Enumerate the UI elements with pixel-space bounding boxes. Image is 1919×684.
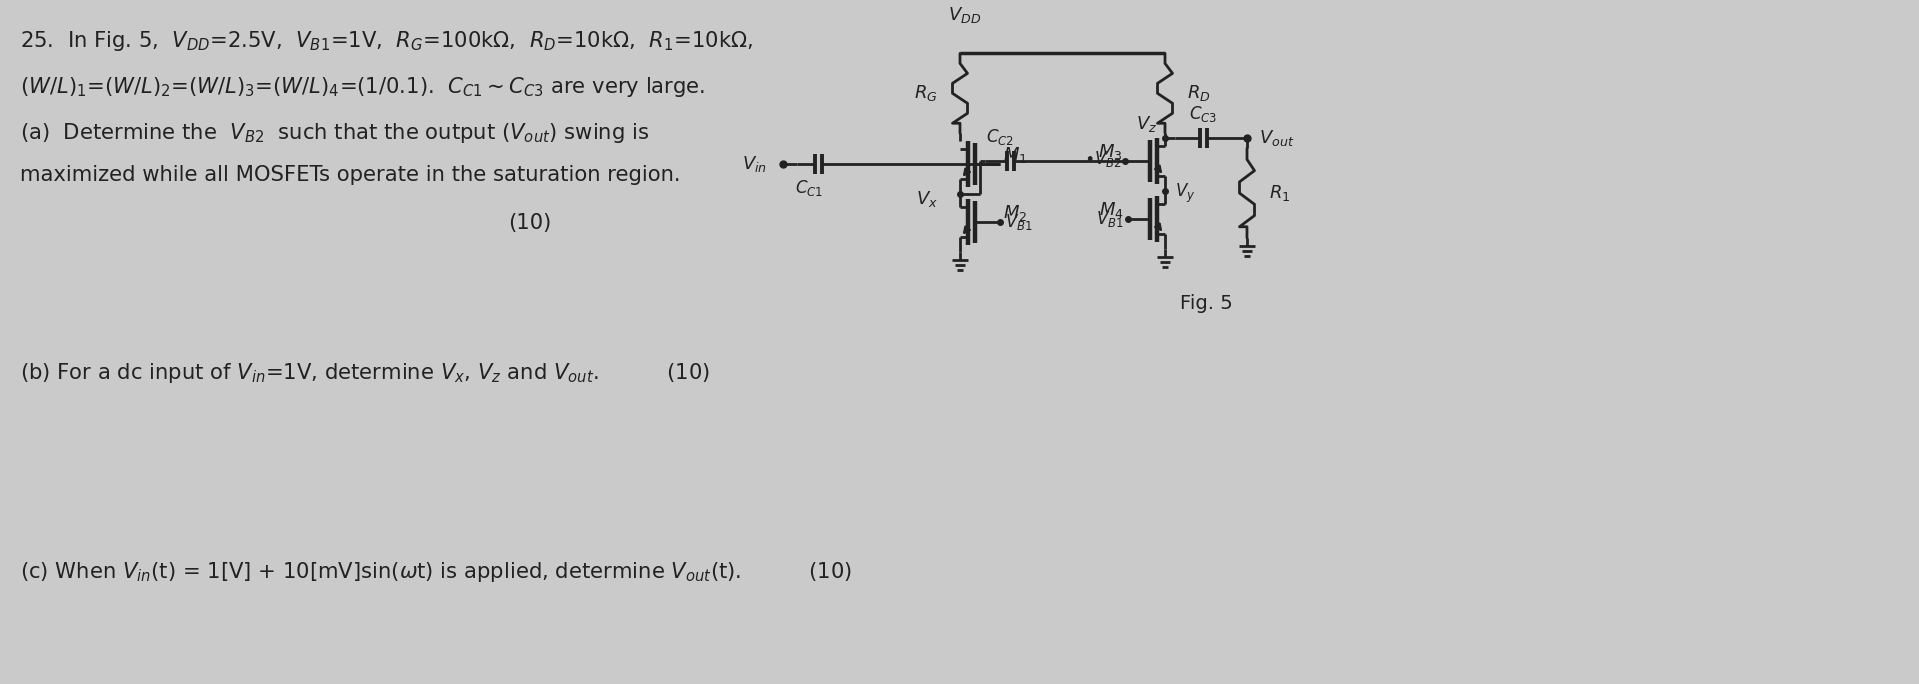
- Text: $R_1$: $R_1$: [1268, 183, 1290, 203]
- Text: (b) For a dc input of $V_{in}$=1V, determine $V_x$, $V_z$ and $V_{out}$.        : (b) For a dc input of $V_{in}$=1V, deter…: [19, 360, 710, 384]
- Text: $V_x$: $V_x$: [915, 189, 938, 209]
- Text: $M_2$: $M_2$: [1004, 203, 1027, 223]
- Text: maximized while all MOSFETs operate in the saturation region.: maximized while all MOSFETs operate in t…: [19, 165, 681, 185]
- Text: $V_z$: $V_z$: [1136, 114, 1157, 134]
- Text: $(W/L)_1$=$(W/L)_2$=$(W/L)_3$=$(W/L)_4$=(1/0.1).  $C_{C1}$$\sim$$C_{C3}$ are ver: $(W/L)_1$=$(W/L)_2$=$(W/L)_3$=$(W/L)_4$=…: [19, 75, 706, 99]
- Text: (10): (10): [509, 213, 551, 233]
- Text: $\bullet V_{B2}$: $\bullet V_{B2}$: [1084, 149, 1123, 169]
- Text: $M_4$: $M_4$: [1100, 200, 1125, 220]
- Text: (c) When $V_{in}$(t) = 1[V] + 10[mV]sin($\omega$t) is applied, determine $V_{out: (c) When $V_{in}$(t) = 1[V] + 10[mV]sin(…: [19, 560, 852, 584]
- Text: $R_D$: $R_D$: [1188, 83, 1211, 103]
- Text: $V_{B1}$: $V_{B1}$: [1006, 212, 1032, 232]
- Text: $V_{DD}$: $V_{DD}$: [948, 5, 983, 25]
- Text: $C_{C2}$: $C_{C2}$: [986, 127, 1013, 147]
- Text: Fig. 5: Fig. 5: [1180, 294, 1232, 313]
- Text: 25.  In Fig. 5,  $V_{DD}$=2.5V,  $V_{B1}$=1V,  $R_G$=100k$\Omega$,  $R_D$=10k$\O: 25. In Fig. 5, $V_{DD}$=2.5V, $V_{B1}$=1…: [19, 29, 752, 53]
- Text: $C_{C3}$: $C_{C3}$: [1190, 104, 1219, 124]
- Text: (a)  Determine the  $V_{B2}$  such that the output ($V_{out}$) swing is: (a) Determine the $V_{B2}$ such that the…: [19, 121, 649, 145]
- Text: $M_3$: $M_3$: [1098, 142, 1123, 162]
- Text: $M_1$: $M_1$: [1004, 145, 1027, 166]
- Text: $R_G$: $R_G$: [913, 83, 938, 103]
- Text: $C_{C1}$: $C_{C1}$: [796, 178, 823, 198]
- Text: $V_{in}$: $V_{in}$: [743, 154, 768, 174]
- Text: $V_y$: $V_y$: [1174, 181, 1196, 205]
- Text: $V_{B1}$: $V_{B1}$: [1096, 209, 1125, 229]
- Text: $V_{out}$: $V_{out}$: [1259, 128, 1293, 148]
